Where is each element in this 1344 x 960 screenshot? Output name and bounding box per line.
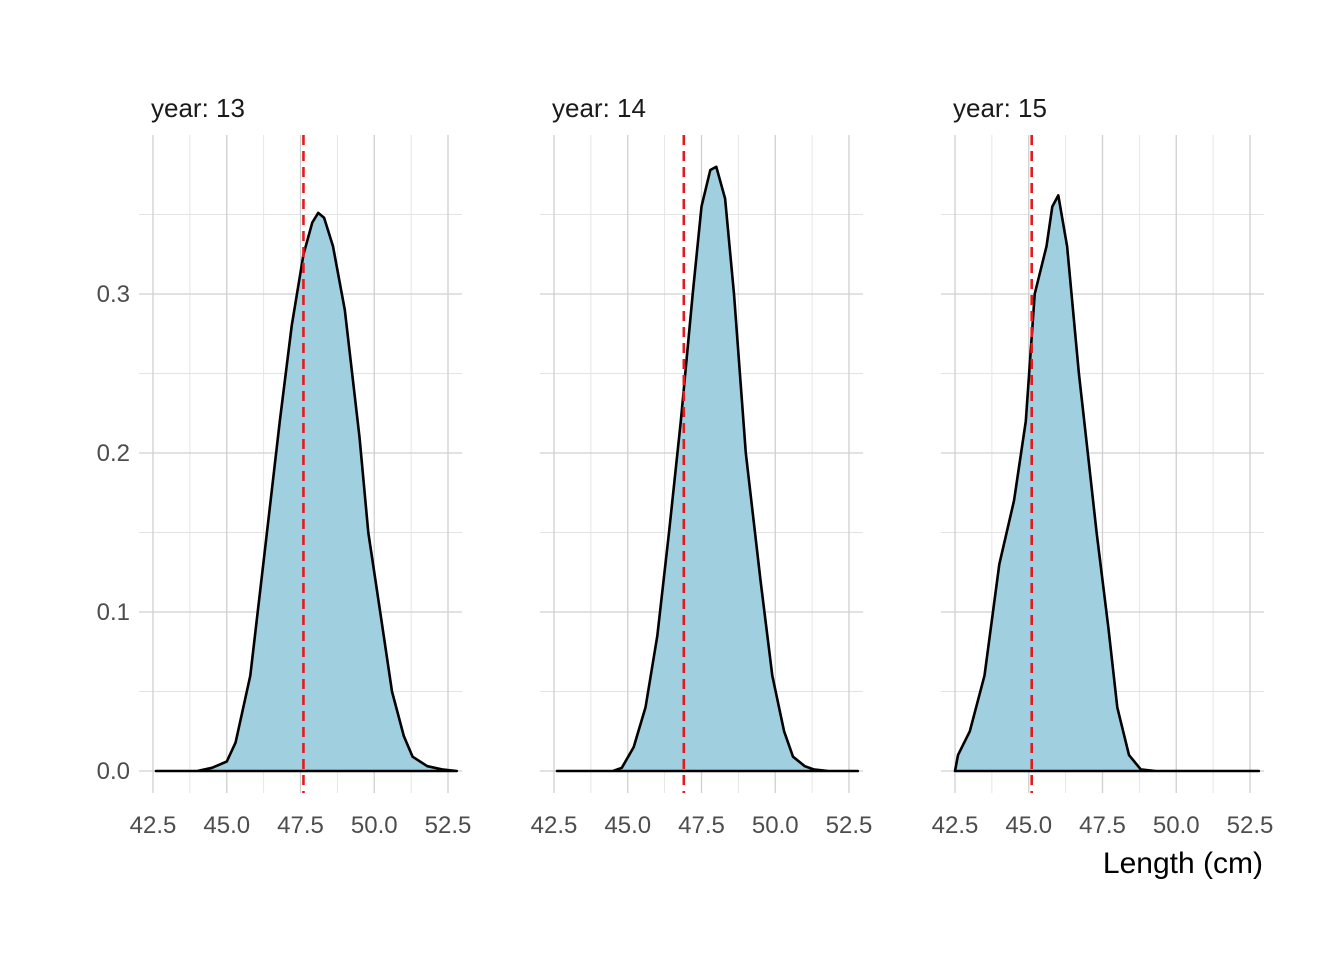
x-tick-label: 45.0	[604, 812, 651, 839]
y-tick-label: 0.3	[97, 281, 130, 308]
y-tick-label: 0.1	[97, 599, 130, 626]
x-tick-label: 52.5	[826, 812, 873, 839]
density-area	[154, 211, 459, 773]
facet-title: year: 13	[151, 93, 245, 123]
density-area	[555, 165, 860, 773]
x-tick-label: 42.5	[932, 812, 979, 839]
x-tick-label: 50.0	[1153, 812, 1200, 839]
x-tick-label: 50.0	[351, 812, 398, 839]
facet-title: year: 15	[953, 93, 1047, 123]
facet-panels: year: 13 42.5 45.0 47.5 50.0 52.5 year: 14 42.5…	[130, 93, 1274, 839]
x-tick-label: 47.5	[1079, 812, 1126, 839]
y-axis-labels: 0.0 0.1 0.2 0.3	[97, 281, 130, 785]
facet-title: year: 14	[552, 93, 646, 123]
x-tick-label: 52.5	[1227, 812, 1274, 839]
x-tick-label: 52.5	[425, 812, 472, 839]
y-tick-label: 0.2	[97, 440, 130, 467]
x-tick-label: 50.0	[752, 812, 799, 839]
facet-panel: year: 14 42.5 45.0 47.5 50.0 52.5	[531, 93, 873, 839]
x-axis-title: Length (cm)	[1103, 847, 1263, 880]
facet-panel: year: 13 42.5 45.0 47.5 50.0 52.5	[130, 93, 472, 839]
x-tick-label: 45.0	[1005, 812, 1052, 839]
x-tick-label: 47.5	[678, 812, 725, 839]
y-tick-label: 0.0	[97, 758, 130, 785]
x-tick-label: 45.0	[203, 812, 250, 839]
x-tick-label: 42.5	[130, 812, 177, 839]
x-tick-label: 42.5	[531, 812, 578, 839]
density-area	[953, 194, 1261, 773]
x-tick-label: 47.5	[277, 812, 324, 839]
facet-panel: year: 15 42.5 45.0 47.5 50.0 52.5	[932, 93, 1274, 839]
